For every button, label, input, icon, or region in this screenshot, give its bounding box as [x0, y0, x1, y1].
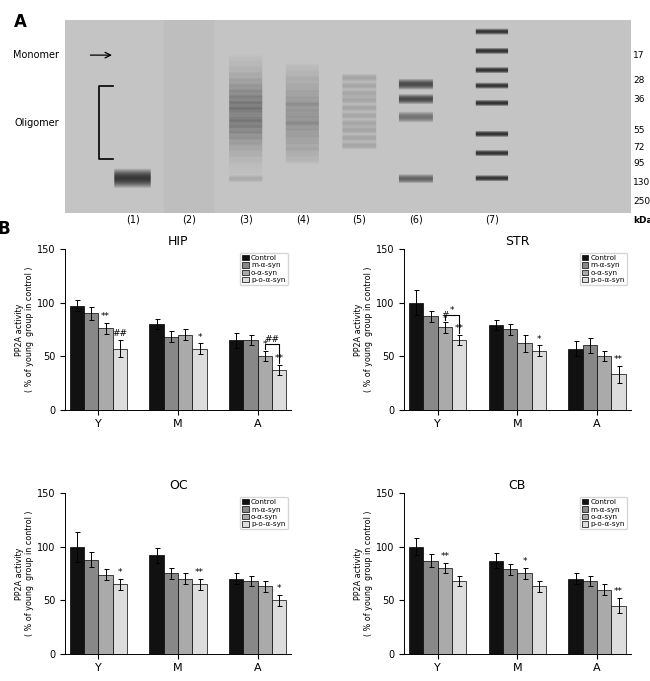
Bar — [437, 568, 452, 654]
Bar — [272, 600, 287, 654]
Text: **: ** — [101, 313, 110, 321]
Y-axis label: PP2A activity
( % of young  group in control ): PP2A activity ( % of young group in cont… — [14, 511, 34, 636]
Y-axis label: PP2A activity
( % of young  group in control ): PP2A activity ( % of young group in cont… — [354, 266, 373, 392]
Bar — [113, 349, 127, 410]
Bar — [150, 324, 164, 410]
Legend: Control, m-α-syn, o-α-syn, p-o-α-syn: Control, m-α-syn, o-α-syn, p-o-α-syn — [240, 496, 287, 529]
Text: (1): (1) — [126, 215, 140, 225]
Text: **: ** — [614, 355, 623, 364]
Text: ##: ## — [112, 330, 127, 338]
Text: 17: 17 — [633, 50, 645, 60]
Bar — [150, 555, 164, 654]
Text: ##: ## — [265, 335, 279, 344]
Bar — [98, 575, 113, 654]
Bar — [568, 349, 582, 410]
Bar — [612, 605, 626, 654]
Text: **: ** — [275, 354, 284, 363]
Text: (4): (4) — [296, 215, 309, 225]
Bar — [272, 370, 287, 410]
Text: 28: 28 — [633, 76, 645, 84]
Bar — [229, 579, 243, 654]
Text: (7): (7) — [485, 215, 499, 225]
Bar — [70, 306, 84, 410]
Text: **: ** — [195, 568, 204, 577]
Bar — [582, 581, 597, 654]
Text: *: * — [118, 568, 122, 577]
Text: A: A — [14, 13, 27, 31]
Text: (5): (5) — [352, 215, 366, 225]
Bar — [423, 560, 437, 654]
Y-axis label: PP2A activity
( % of young  group in control ): PP2A activity ( % of young group in cont… — [354, 511, 373, 636]
Bar — [532, 586, 546, 654]
Title: STR: STR — [505, 235, 530, 248]
Bar — [178, 579, 192, 654]
Text: *: * — [537, 335, 541, 344]
Bar — [503, 330, 517, 410]
Text: *: * — [198, 332, 202, 342]
Bar — [452, 581, 467, 654]
Bar — [489, 560, 503, 654]
Bar — [258, 586, 272, 654]
Bar — [70, 547, 84, 654]
Title: OC: OC — [169, 479, 187, 492]
Bar — [409, 302, 423, 410]
Text: 72: 72 — [633, 143, 645, 152]
Legend: Control, m-α-syn, o-α-syn, p-o-α-syn: Control, m-α-syn, o-α-syn, p-o-α-syn — [580, 253, 627, 285]
Text: kDa: kDa — [633, 216, 650, 225]
Text: 36: 36 — [633, 95, 645, 104]
Bar — [178, 334, 192, 410]
Text: 95: 95 — [633, 159, 645, 168]
Y-axis label: PP2A activity
( % of young  group in control ): PP2A activity ( % of young group in cont… — [14, 266, 34, 392]
Bar — [164, 573, 178, 654]
Bar — [597, 590, 612, 654]
Bar — [229, 340, 243, 410]
Text: Oligomer: Oligomer — [15, 118, 59, 127]
Bar — [243, 581, 258, 654]
Bar — [243, 340, 258, 410]
Legend: Control, m-α-syn, o-α-syn, p-o-α-syn: Control, m-α-syn, o-α-syn, p-o-α-syn — [240, 253, 287, 285]
Text: 55: 55 — [633, 126, 645, 135]
Bar — [192, 349, 207, 410]
Text: *: * — [263, 340, 267, 349]
Bar — [597, 356, 612, 410]
Text: *: * — [277, 584, 281, 593]
Text: **: ** — [455, 324, 463, 333]
Text: *: * — [523, 558, 526, 567]
Text: (3): (3) — [239, 215, 253, 225]
Text: B: B — [0, 220, 10, 238]
Text: **: ** — [614, 588, 623, 597]
Bar — [517, 343, 532, 410]
Bar — [113, 584, 127, 654]
Bar — [437, 327, 452, 410]
Bar — [409, 547, 423, 654]
Bar — [517, 573, 532, 654]
Text: 250: 250 — [633, 197, 650, 206]
Title: HIP: HIP — [168, 235, 188, 248]
Bar — [423, 317, 437, 410]
Bar — [532, 351, 546, 410]
Bar — [192, 584, 207, 654]
Text: (6): (6) — [409, 215, 423, 225]
Bar — [84, 560, 98, 654]
Bar — [84, 313, 98, 410]
Bar — [503, 569, 517, 654]
Text: (2): (2) — [183, 215, 196, 225]
Bar — [258, 356, 272, 410]
Bar — [612, 375, 626, 410]
Text: 130: 130 — [633, 178, 650, 187]
Text: Monomer: Monomer — [14, 50, 59, 60]
Bar — [452, 340, 467, 410]
Text: #: # — [441, 311, 448, 320]
Bar — [568, 579, 582, 654]
Title: CB: CB — [509, 479, 526, 492]
Bar — [489, 325, 503, 410]
Bar — [164, 337, 178, 410]
Bar — [98, 328, 113, 410]
Text: *: * — [450, 306, 454, 315]
Legend: Control, m-α-syn, o-α-syn, p-o-α-syn: Control, m-α-syn, o-α-syn, p-o-α-syn — [580, 496, 627, 529]
Bar — [582, 345, 597, 410]
Text: **: ** — [441, 552, 449, 561]
